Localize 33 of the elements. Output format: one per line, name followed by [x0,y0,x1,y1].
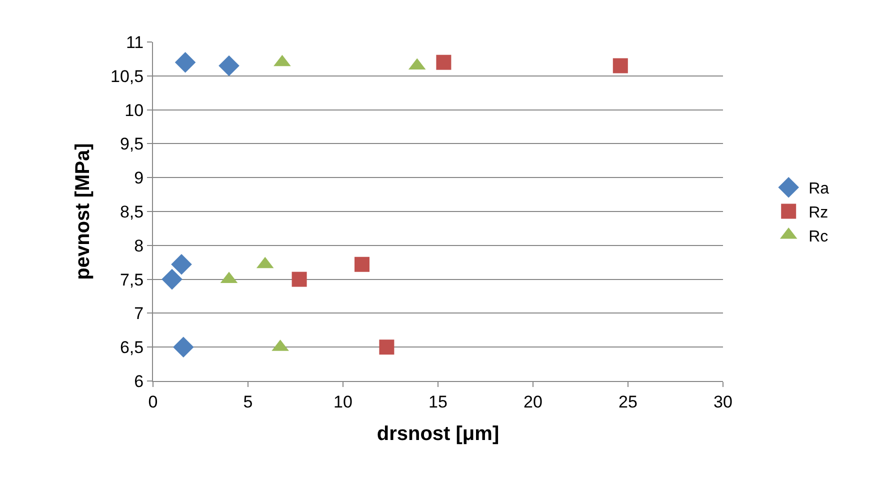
y-tick-label: 11 [126,32,144,52]
y-tick-label: 10 [124,100,144,120]
x-tick-label: 20 [524,392,542,412]
x-tick-label: 15 [428,392,448,412]
x-tick-label: 25 [618,392,638,412]
y-tick-label: 9 [134,168,144,188]
point [174,52,196,73]
y-axis-title: pevnost [MPa] [72,143,94,280]
x-tick-label: 30 [714,392,732,412]
point [218,55,240,76]
point [379,340,394,355]
point [354,256,370,272]
y-tick-label: 10,5 [110,66,144,86]
x-tick-label: 10 [334,392,352,412]
y-tick-label: 7 [134,304,144,324]
legend-label: Rc [808,228,828,246]
x-axis-title: drsnost [μm] [376,422,500,445]
y-tick-label: 8 [134,236,144,256]
y-tick-label: 8,5 [120,202,144,222]
point [162,268,182,290]
legend-label: Rz [808,204,828,222]
point [292,272,307,287]
point [173,336,194,358]
point [171,254,192,275]
point [436,54,452,70]
y-tick-label: 7,5 [120,270,144,290]
x-tick-label: 0 [148,392,158,412]
y-tick-label: 6,5 [120,338,144,358]
point [612,58,628,74]
y-tick-label: 6 [134,372,144,391]
y-tick-label: 9,5 [120,134,144,154]
legend-label: Ra [808,180,830,198]
x-tick-label: 5 [243,392,253,412]
